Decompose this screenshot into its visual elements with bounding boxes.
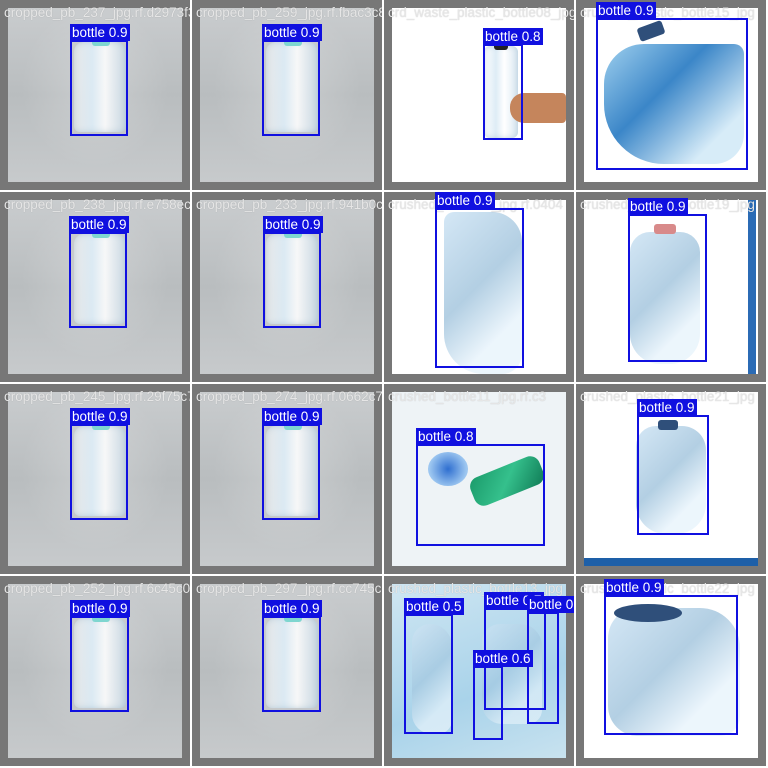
detection-label: bottle 0.9 [69, 216, 129, 233]
detection-box: bottle 0.9 [70, 408, 130, 520]
image-tile[interactable]: crushed_plastic_bottle21_jpg bottle 0.9 [576, 384, 766, 574]
detection-label: bottle 0.9 [435, 192, 495, 209]
detection-box: bottle 0.9 [596, 2, 748, 170]
image-filename: cropped_pb_297_jpg.rf.cc745c514580f2d5 [196, 581, 382, 596]
image-filename: crd_waste_plastic_bottle08_jpg.rf. [388, 5, 574, 20]
detection-box: bottle 0.9 [435, 192, 524, 368]
bottle-photo [200, 392, 374, 566]
image-tile[interactable]: cropped_pb_252_jpg.rf.6c45c015567de83407… [0, 576, 190, 766]
image-filename: cropped_pb_237_jpg.rf.d2973f3d2982dce859 [4, 5, 190, 20]
detection-label: bottle 0.9 [637, 399, 697, 416]
detection-label: bottle 0.9 [262, 600, 322, 617]
image-tile[interactable]: cropped_pb_237_jpg.rf.d2973f3d2982dce859… [0, 0, 190, 190]
detection-box: bottle 0.9 [70, 24, 130, 136]
image-tile[interactable]: crushed_plastic_bottle22_jpg bottle 0.9 [576, 576, 766, 766]
detection-box: bottle 0.5 [404, 598, 464, 734]
detection-label: bottle 0.9 [70, 24, 130, 41]
image-filename: cropped_pb_259_jpg.rf.fbac3c8ad0d16832 [196, 5, 382, 20]
image-filename: cropped_pb_238_jpg.rf.e758ecfe4fb3edbe [4, 197, 190, 212]
image-tile[interactable]: crushed_plastic_bottle13_jpg bottle 0.5 … [384, 576, 574, 766]
detection-label: bottle 0.9 [262, 408, 322, 425]
detection-label: bottle 0.9 [263, 216, 323, 233]
image-filename: cropped_pb_245_jpg.rf.29f75c7543f71e974 [4, 389, 190, 404]
image-tile[interactable]: cropped_pb_233_jpg.rf.941b0cbcf3b bottle… [192, 192, 382, 382]
image-filename: crushed_bottle11_jpg.rf.c3 [388, 389, 547, 404]
detection-label: bottle 0.8 [416, 428, 476, 445]
image-filename: crushed_plastic_bottle21_jpg [580, 389, 755, 404]
image-tile[interactable]: crushed_plastic_bottle19_jpg bottle 0.9 [576, 192, 766, 382]
detection-box: bottle 0.6 [473, 650, 533, 740]
bottle-photo [392, 392, 566, 566]
detection-label: bottle 0.6 [473, 650, 533, 667]
detection-label: bottle 0.9 [604, 579, 664, 596]
image-tile[interactable]: crushed_bottle11_jpg.rf.c3 bottle 0.8 [384, 384, 574, 574]
image-tile[interactable]: cropped_pb_297_jpg.rf.cc745c514580f2d5 b… [192, 576, 382, 766]
detection-label: bottle 0.9 [596, 2, 656, 19]
detection-label: bottle 0.9 [70, 408, 130, 425]
image-tile[interactable]: crd_waste_plastic_bottle08_jpg.rf. bottl… [384, 0, 574, 190]
detection-label: bottle 0.5 [404, 598, 464, 615]
bottle-photo [584, 8, 758, 182]
bottle-photo [200, 8, 374, 182]
image-tile[interactable]: cropped_pb_274_jpg.rf.0662c7684467e47c9f… [192, 384, 382, 574]
detection-box: bottle 0.9 [263, 216, 323, 328]
detection-box: bottle 0.9 [69, 216, 129, 328]
detection-label: bottle 0.9 [628, 198, 688, 215]
detection-box: bottle 0.9 [628, 198, 707, 362]
detection-box: bottle 0.4 [527, 596, 574, 724]
image-tile[interactable]: crushed_bottle09_jpg.rf.0404 bottle 0.9 [384, 192, 574, 382]
bottle-photo [584, 392, 758, 566]
bottle-photo [584, 584, 758, 758]
detection-box: bottle 0.8 [483, 28, 543, 140]
image-tile[interactable]: cropped_pb_238_jpg.rf.e758ecfe4fb3edbe b… [0, 192, 190, 382]
detection-box: bottle 0.9 [70, 600, 130, 712]
detection-box: bottle 0.9 [262, 600, 322, 712]
bottle-photo [392, 200, 566, 374]
detection-box: bottle 0.9 [637, 399, 709, 535]
detection-box: bottle 0.9 [262, 408, 322, 520]
image-filename: cropped_pb_274_jpg.rf.0662c7684467e47c9f [196, 389, 382, 404]
detection-label: bottle 0.8 [483, 28, 543, 45]
detection-label: bottle 0.9 [70, 600, 130, 617]
image-tile[interactable]: cropped_pb_259_jpg.rf.fbac3c8ad0d16832 b… [192, 0, 382, 190]
image-tile[interactable]: cropped_pb_245_jpg.rf.29f75c7543f71e974 … [0, 384, 190, 574]
detection-box: bottle 0.9 [604, 579, 738, 735]
image-filename: cropped_pb_252_jpg.rf.6c45c015567de83407 [4, 581, 190, 596]
image-filename: cropped_pb_233_jpg.rf.941b0cbcf3b [196, 197, 382, 212]
detection-box: bottle 0.8 [416, 428, 545, 546]
detection-label: bottle 0.4 [527, 596, 574, 613]
bottle-photo [584, 200, 758, 374]
detection-label: bottle 0.9 [262, 24, 322, 41]
detection-box: bottle 0.9 [262, 24, 322, 136]
image-tile[interactable]: crushed_plastic_bottle15_jpg bottle 0.9 [576, 0, 766, 190]
